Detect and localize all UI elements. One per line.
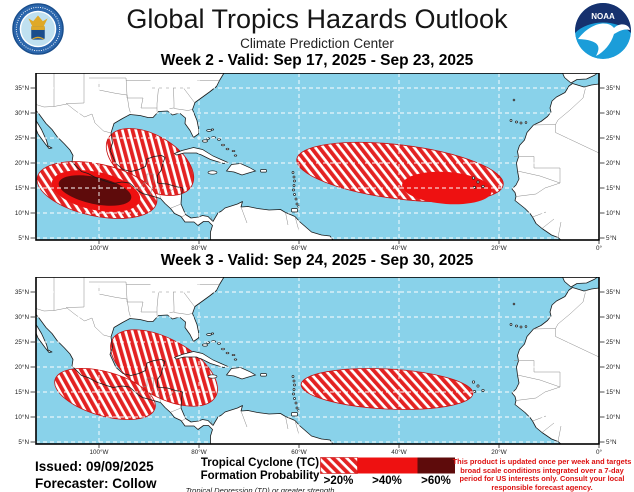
axis-label: 25°N <box>15 134 30 142</box>
axis-label: 25°N <box>606 338 621 346</box>
axis-label: 0° <box>596 244 603 251</box>
legend-labels: >20% >40% >60% <box>320 475 455 487</box>
forecaster-name: Forecaster: Collow <box>35 476 157 491</box>
issuance-block: Issued: 09/09/2025 Forecaster: Collow <box>35 458 157 492</box>
axis-label: 5°N <box>18 234 29 242</box>
legend-title-line2: Formation Probability <box>200 470 320 482</box>
week3-hazard-areas <box>54 329 474 420</box>
week3-epac-gt20-area <box>54 368 156 420</box>
axis-label: 5°N <box>18 438 29 446</box>
axis-label: 5°N <box>606 234 617 242</box>
axis-label: 80°W <box>191 448 207 455</box>
week2-epac-gt60-area <box>58 175 132 206</box>
legend-label-gt60: >60% <box>421 475 451 487</box>
week2-heading: Week 2 - Valid: Sep 17, 2025 - Sep 23, 2… <box>160 52 474 69</box>
axis-label: 15°N <box>606 184 621 192</box>
axis-label: 10°N <box>15 413 30 421</box>
axis-label: 35°N <box>15 288 30 296</box>
legend-title-line1: Tropical Cyclone (TC) <box>200 457 320 469</box>
probability-legend-swatches <box>320 457 455 474</box>
week2-map: 35°N 35°N 30°N 30°N 25°N 25°N 20°N 20°N 15°N 15°N… <box>15 73 621 251</box>
legend-swatch-gt60 <box>417 457 455 474</box>
week3-heading: Week 3 - Valid: Sep 24, 2025 - Sep 30, 2… <box>160 252 474 269</box>
week2-map-frame <box>35 73 600 241</box>
axis-label: 0° <box>596 448 603 455</box>
legend-subtitle: Tropical Depression (TD) or greater stre… <box>185 486 335 492</box>
axis-label: 10°N <box>15 209 30 217</box>
week2-atlantic-gt40-area <box>402 171 492 205</box>
week3-atlantic-gt20-area <box>300 368 474 410</box>
legend-title-block: Tropical Cyclone (TC) Formation Probabil… <box>185 457 335 492</box>
disclaimer-text: This product is updated once per week an… <box>452 457 632 492</box>
week2-hazard-areas <box>36 128 504 219</box>
axis-label: 25°N <box>15 338 30 346</box>
axis-label: 20°N <box>15 363 30 371</box>
legend-swatch-gt40 <box>357 457 418 474</box>
axis-label: 40°W <box>391 244 407 251</box>
page-subtitle: Climate Prediction Center <box>240 36 394 51</box>
axis-label: 20°W <box>491 448 507 455</box>
legend-label-gt40: >40% <box>372 475 402 487</box>
axis-label: 10°N <box>606 413 621 421</box>
axis-label: 60°W <box>291 244 307 251</box>
axis-label: 35°N <box>606 84 621 92</box>
legend-label-gt20: >20% <box>323 475 354 487</box>
axis-label: 20°N <box>15 159 30 167</box>
week3-map: 35°N 35°N 30°N 30°N 25°N 25°N 20°N 20°N 15°N 15°N… <box>15 277 621 455</box>
axis-label: 35°N <box>606 288 621 296</box>
axis-label: 40°W <box>391 448 407 455</box>
axis-label: 100°W <box>90 244 109 251</box>
axis-label: 10°N <box>606 209 621 217</box>
issued-date: Issued: 09/09/2025 <box>35 459 154 474</box>
axis-label: 30°N <box>15 109 30 117</box>
axis-label: 60°W <box>291 448 307 455</box>
week3-map-frame <box>35 277 600 445</box>
axis-label: 100°W <box>90 448 109 455</box>
axis-label: 30°N <box>15 313 30 321</box>
axis-label: 15°N <box>15 184 30 192</box>
axis-label: 80°W <box>191 244 207 251</box>
axis-label: 30°N <box>606 313 621 321</box>
axis-label: 20°N <box>606 159 621 167</box>
axis-label: 5°N <box>606 438 617 446</box>
axis-label: 25°N <box>606 134 621 142</box>
noaa-logo-text: NOAA <box>591 12 615 21</box>
axis-label: 30°N <box>606 109 621 117</box>
noaa-logo-icon: NOAA <box>575 3 631 59</box>
axis-label: 15°N <box>606 388 621 396</box>
page-title: Global Tropics Hazards Outlook <box>126 4 508 34</box>
axis-label: 15°N <box>15 388 30 396</box>
axis-label: 20°N <box>606 363 621 371</box>
commerce-seal-icon <box>12 3 64 55</box>
week3-gulf-gt20-area <box>110 329 218 407</box>
axis-label: 35°N <box>15 84 30 92</box>
axis-label: 20°W <box>491 244 507 251</box>
legend-swatch-gt20 <box>320 457 358 474</box>
